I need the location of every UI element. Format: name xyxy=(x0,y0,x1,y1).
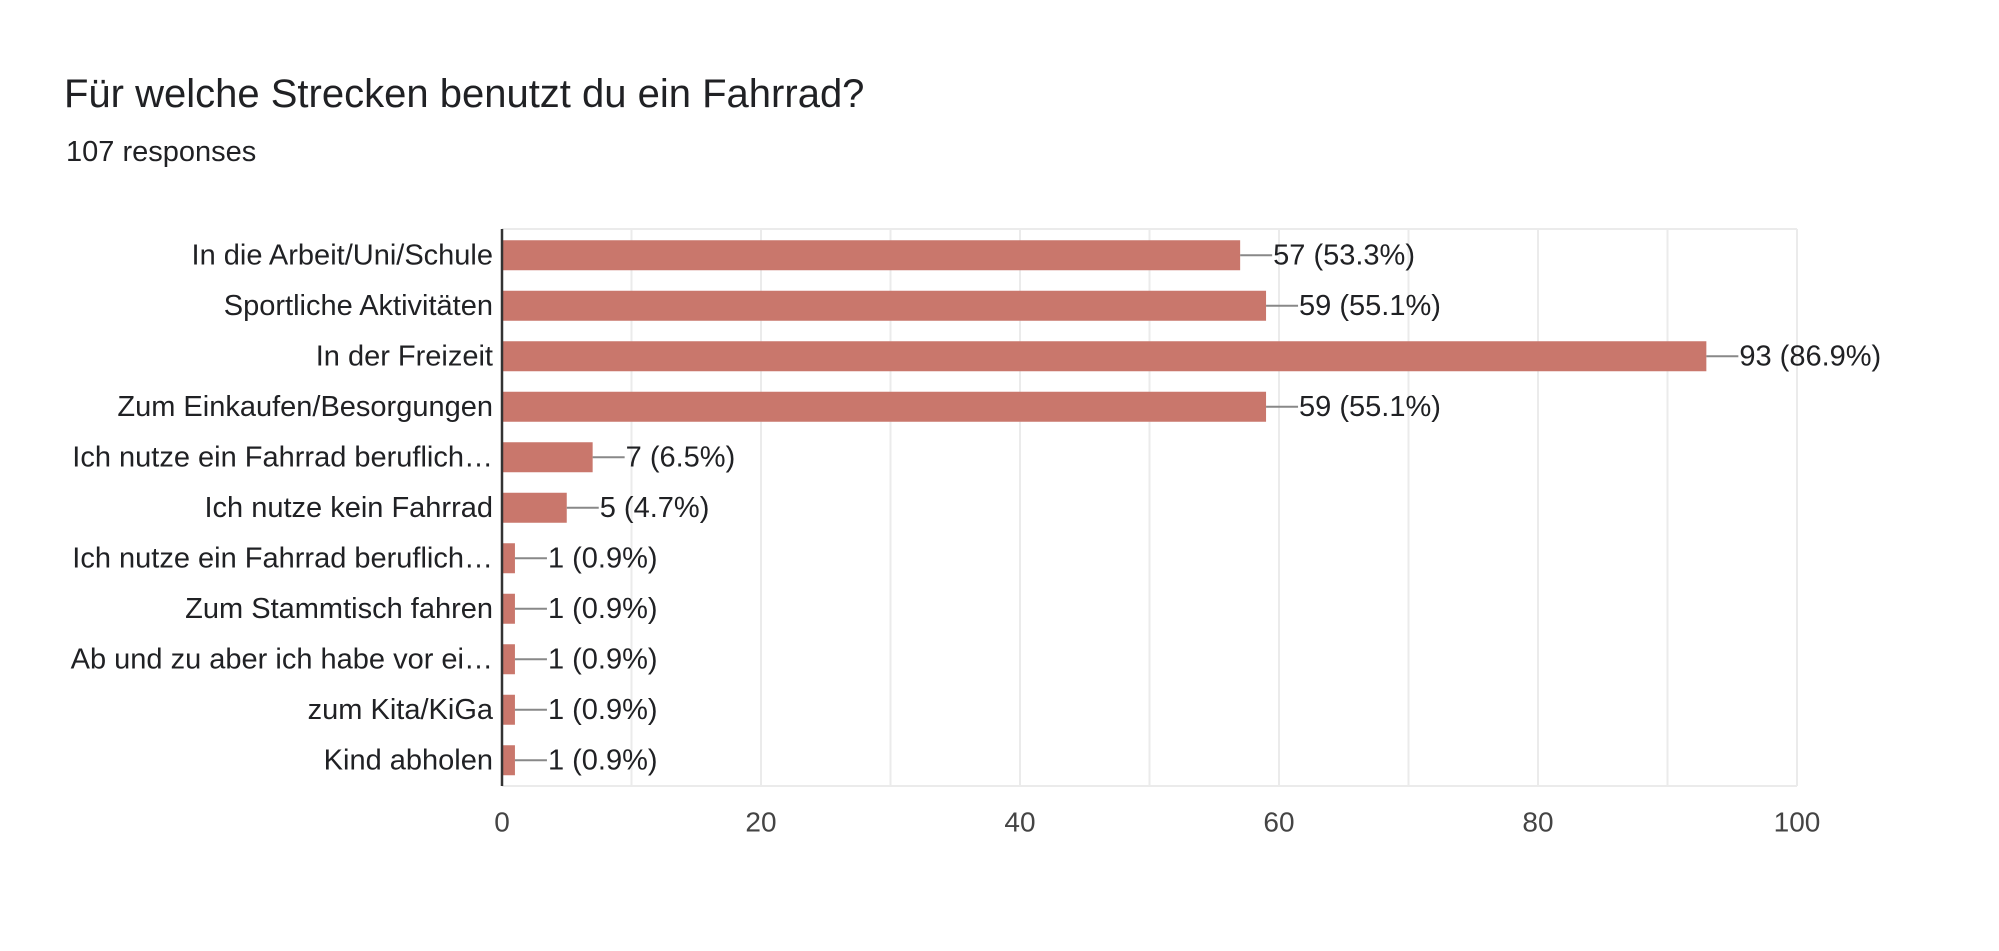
category-label: Ab und zu aber ich habe vor ei… xyxy=(71,643,493,675)
value-label: 7 (6.5%) xyxy=(626,441,736,473)
category-label: Ich nutze kein Fahrrad xyxy=(204,492,493,524)
bar xyxy=(502,644,515,675)
chart-title: Für welche Strecken benutzt du ein Fahrr… xyxy=(64,72,865,116)
x-tick-label: 20 xyxy=(745,807,776,838)
value-label: 1 (0.9%) xyxy=(548,593,658,625)
value-label: 1 (0.9%) xyxy=(548,694,658,726)
x-tick-label: 40 xyxy=(1004,807,1035,838)
response-count: 107 responses xyxy=(66,136,257,168)
category-label: Ich nutze ein Fahrrad beruflich… xyxy=(72,542,493,574)
bar xyxy=(502,442,593,473)
bar xyxy=(502,543,515,574)
value-label: 5 (4.7%) xyxy=(600,492,710,524)
value-label: 93 (86.9%) xyxy=(1739,340,1881,372)
bar xyxy=(502,290,1267,321)
value-label: 57 (53.3%) xyxy=(1273,239,1415,271)
x-tick-label: 100 xyxy=(1774,807,1821,838)
category-label: Ich nutze ein Fahrrad beruflich… xyxy=(72,441,493,473)
bar xyxy=(502,593,515,624)
category-label: In die Arbeit/Uni/Schule xyxy=(192,239,493,271)
bar xyxy=(502,694,515,725)
value-label: 59 (55.1%) xyxy=(1299,290,1441,322)
value-label: 1 (0.9%) xyxy=(548,643,658,675)
category-label: Zum Einkaufen/Besorgungen xyxy=(117,391,493,423)
labels: 57 (53.3%) In die Arbeit/Uni/Schule 59 (55… xyxy=(71,239,1882,776)
x-tick-label: 0 xyxy=(494,807,510,838)
category-label: Kind abholen xyxy=(324,744,493,776)
category-label: Sportliche Aktivitäten xyxy=(224,290,493,322)
gridlines xyxy=(502,228,1798,787)
bar xyxy=(502,492,567,523)
bar xyxy=(502,240,1241,271)
bar xyxy=(502,745,515,776)
value-label: 1 (0.9%) xyxy=(548,542,658,574)
bar xyxy=(502,391,1267,422)
bars xyxy=(502,240,1707,776)
category-label: Zum Stammtisch fahren xyxy=(185,593,493,625)
value-label: 1 (0.9%) xyxy=(548,744,658,776)
value-label: 59 (55.1%) xyxy=(1299,391,1441,423)
bar xyxy=(502,341,1707,372)
category-label: zum Kita/KiGa xyxy=(308,694,494,726)
x-tick-label: 60 xyxy=(1263,807,1294,838)
category-label: In der Freizeit xyxy=(316,340,493,372)
axes: 0 20 40 60 80 100 xyxy=(494,229,1820,838)
x-tick-label: 80 xyxy=(1522,807,1553,838)
